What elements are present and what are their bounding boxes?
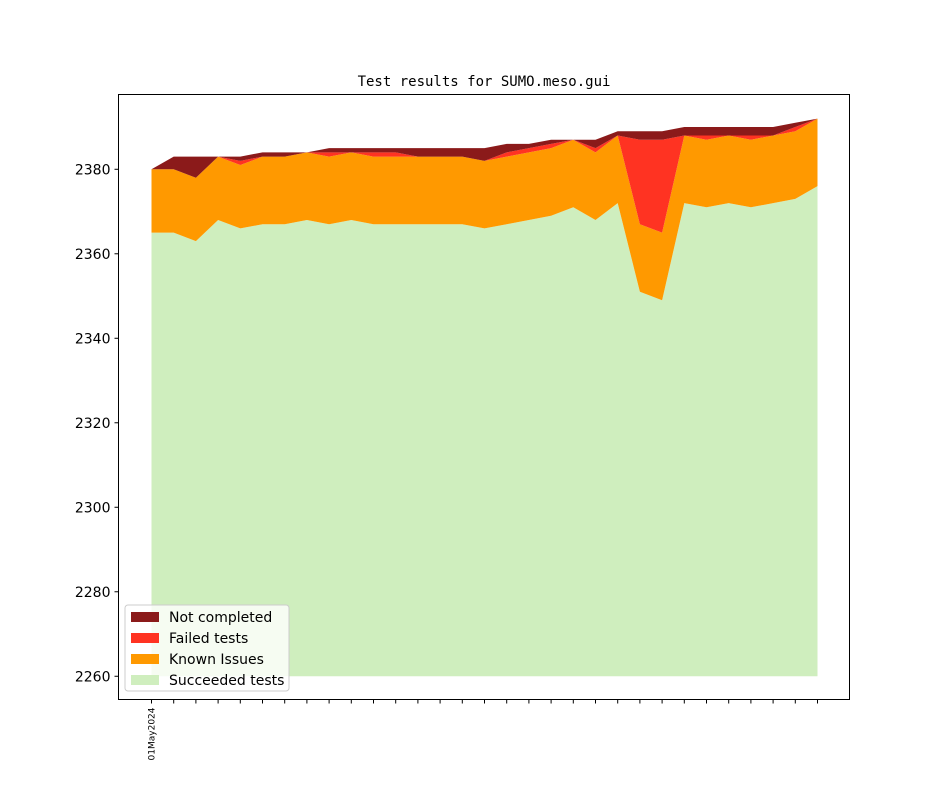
- y-tick-label: 2360: [75, 247, 111, 263]
- y-tick-label: 2320: [75, 416, 111, 432]
- legend-label: Not completed: [169, 610, 272, 626]
- plot-areas: [151, 118, 818, 677]
- y-tick-label: 2260: [75, 669, 111, 685]
- area-known-issues: [151, 118, 818, 301]
- legend-swatch: [131, 612, 159, 622]
- chart-title: Test results for SUMO.meso.gui: [358, 74, 611, 90]
- legend-swatch: [131, 633, 159, 643]
- legend-box: [124, 604, 290, 692]
- x-tick-label: 01May2024: [148, 707, 158, 760]
- y-tick-label: 2300: [75, 500, 111, 516]
- legend-label: Failed tests: [169, 631, 248, 647]
- y-tick-label: 2340: [75, 331, 111, 347]
- legend-swatch: [131, 675, 159, 685]
- x-axis: 01May2024: [148, 699, 818, 760]
- legend-label: Known Issues: [169, 652, 264, 668]
- area-failed-tests: [151, 118, 818, 233]
- legend: Not completed Failed tests Known Issues Suc…: [124, 604, 290, 692]
- area-not-completed: [151, 118, 818, 178]
- legend-label: Succeeded tests: [169, 673, 284, 689]
- legend-swatch: [131, 654, 159, 664]
- area-succeeded-tests: [151, 186, 818, 677]
- y-axis: 2260 2280 2300 2320 2340 2360 2380: [75, 162, 119, 685]
- y-tick-label: 2380: [75, 162, 111, 178]
- y-tick-label: 2280: [75, 585, 111, 601]
